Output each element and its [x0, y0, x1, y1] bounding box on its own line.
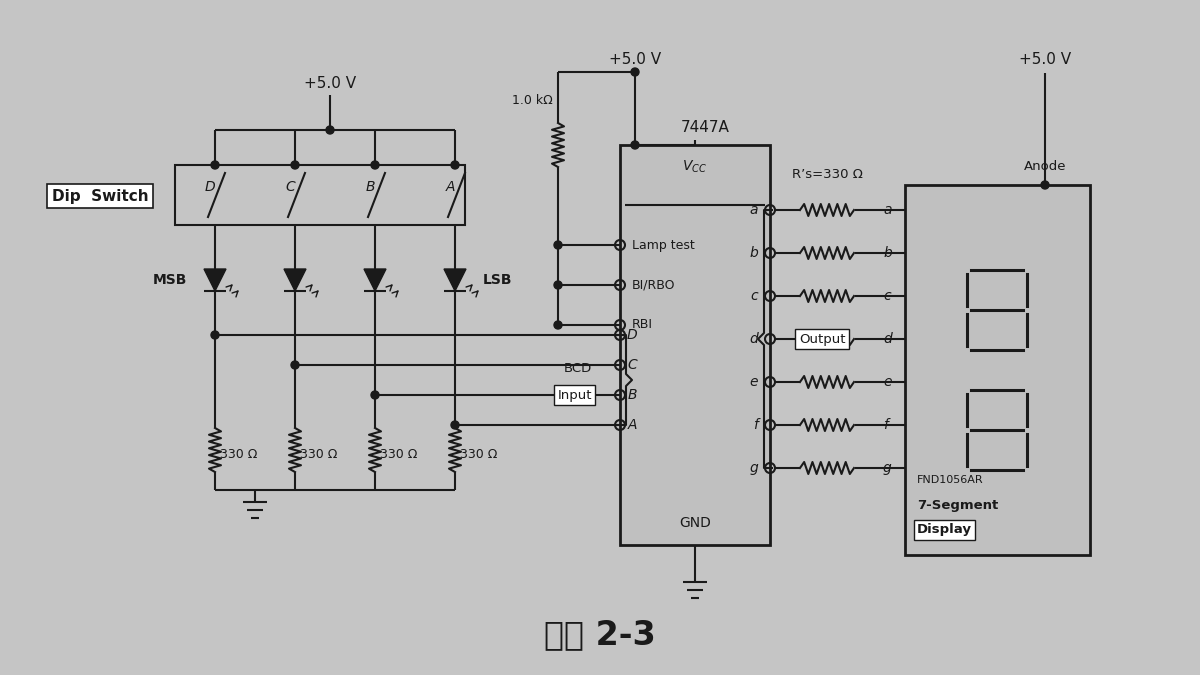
Circle shape — [211, 161, 220, 169]
Text: B: B — [628, 388, 637, 402]
Circle shape — [554, 281, 562, 289]
Circle shape — [1042, 181, 1049, 189]
Text: d: d — [883, 332, 892, 346]
Text: Display: Display — [917, 524, 972, 537]
Text: Anode: Anode — [1024, 161, 1067, 173]
Circle shape — [451, 421, 458, 429]
Text: a: a — [883, 203, 892, 217]
Text: f: f — [883, 418, 888, 432]
Circle shape — [554, 321, 562, 329]
Text: +5.0 V: +5.0 V — [304, 76, 356, 90]
Text: 7-Segment: 7-Segment — [917, 499, 998, 512]
Text: +5.0 V: +5.0 V — [608, 53, 661, 68]
Text: f: f — [754, 418, 758, 432]
Text: 7447A: 7447A — [680, 119, 730, 134]
Text: $V_{CC}$: $V_{CC}$ — [683, 159, 708, 176]
Bar — [905, 185, 1090, 555]
Circle shape — [631, 68, 640, 76]
Text: 1.0 kΩ: 1.0 kΩ — [512, 94, 553, 107]
Text: c: c — [750, 289, 758, 303]
Bar — [175, 165, 466, 225]
Text: Input: Input — [558, 389, 592, 402]
Circle shape — [631, 141, 640, 149]
Text: B: B — [365, 180, 374, 194]
Circle shape — [211, 331, 220, 339]
Text: 330 Ω: 330 Ω — [220, 448, 257, 462]
Text: 330 Ω: 330 Ω — [380, 448, 418, 462]
Bar — [620, 145, 770, 545]
Text: 330 Ω: 330 Ω — [460, 448, 497, 462]
Circle shape — [554, 241, 562, 249]
Circle shape — [371, 391, 379, 399]
Text: e: e — [750, 375, 758, 389]
Text: d: d — [749, 332, 758, 346]
Text: c: c — [883, 289, 890, 303]
Text: g: g — [883, 461, 892, 475]
Circle shape — [292, 361, 299, 369]
Text: BCD: BCD — [564, 362, 592, 375]
Text: D: D — [205, 180, 215, 194]
Text: b: b — [749, 246, 758, 260]
Text: FND1056AR: FND1056AR — [917, 475, 984, 485]
Text: 그림 2-3: 그림 2-3 — [544, 618, 656, 651]
Text: Dip  Switch: Dip Switch — [52, 188, 149, 203]
Polygon shape — [364, 269, 386, 291]
Text: e: e — [883, 375, 892, 389]
Text: D: D — [626, 328, 637, 342]
Text: LSB: LSB — [482, 273, 512, 287]
Circle shape — [326, 126, 334, 134]
Polygon shape — [204, 269, 226, 291]
Text: 330 Ω: 330 Ω — [300, 448, 337, 462]
Text: R’s=330 Ω: R’s=330 Ω — [792, 169, 863, 182]
Text: MSB: MSB — [152, 273, 187, 287]
Text: C: C — [286, 180, 295, 194]
Circle shape — [451, 161, 458, 169]
Circle shape — [371, 161, 379, 169]
Circle shape — [292, 161, 299, 169]
Text: b: b — [883, 246, 892, 260]
Text: a: a — [750, 203, 758, 217]
Text: C: C — [628, 358, 637, 372]
Text: Lamp test: Lamp test — [632, 238, 695, 252]
Text: Output: Output — [799, 333, 845, 346]
Text: A: A — [628, 418, 637, 432]
Polygon shape — [444, 269, 466, 291]
Text: BI/RBO: BI/RBO — [632, 279, 676, 292]
Text: RBI: RBI — [632, 319, 653, 331]
Text: A: A — [445, 180, 455, 194]
Polygon shape — [284, 269, 306, 291]
Text: +5.0 V: +5.0 V — [1019, 53, 1072, 68]
Text: g: g — [749, 461, 758, 475]
Text: GND: GND — [679, 516, 710, 530]
